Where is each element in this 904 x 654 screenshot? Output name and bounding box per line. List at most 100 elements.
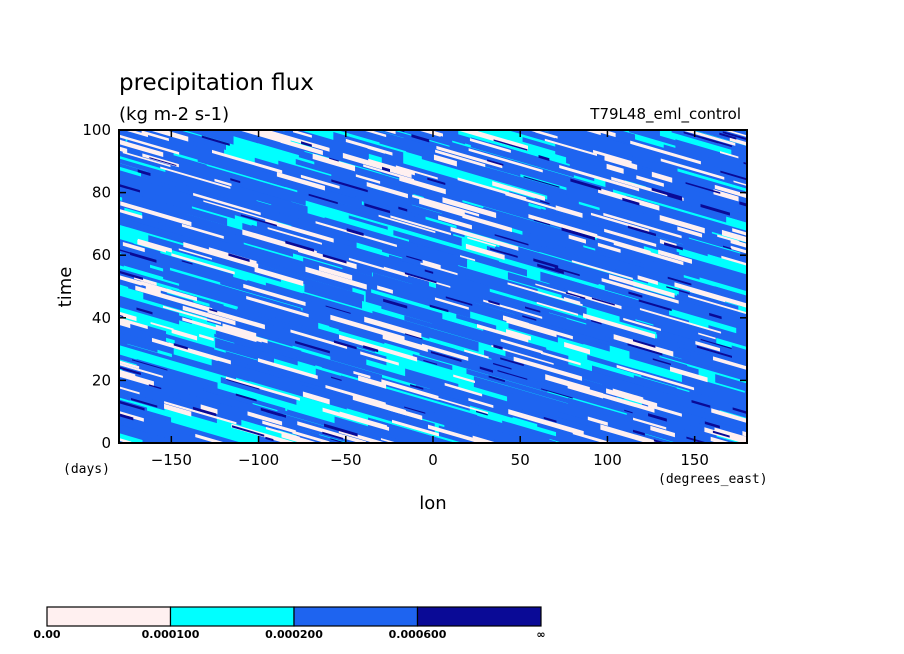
heatmap-cell bbox=[535, 130, 555, 139]
heatmap-cell bbox=[740, 329, 747, 340]
chart-title: precipitation flux bbox=[119, 70, 314, 96]
heatmap-cell bbox=[568, 234, 586, 244]
heatmap-cell bbox=[424, 269, 434, 274]
heatmap-cell bbox=[119, 360, 140, 369]
heatmap-cell bbox=[488, 299, 500, 306]
heatmap-cell bbox=[296, 428, 347, 443]
heatmap-cell bbox=[279, 118, 295, 124]
heatmap-cell bbox=[292, 430, 330, 443]
heatmap-cell bbox=[636, 175, 664, 187]
heatmap-cell bbox=[244, 165, 362, 210]
heatmap-cell bbox=[593, 149, 632, 164]
heatmap-cell bbox=[280, 138, 323, 156]
heatmap-cell bbox=[606, 163, 624, 174]
x-axis: −150 −100 −50 0 50 100 150 bbox=[151, 130, 709, 469]
heatmap-cell bbox=[456, 313, 497, 330]
heatmap-cell bbox=[285, 240, 315, 252]
heatmap-cell bbox=[211, 149, 283, 174]
heatmap-cell bbox=[171, 328, 198, 341]
heatmap-cell bbox=[137, 365, 286, 413]
heatmap-cell bbox=[518, 176, 578, 198]
heatmap-cell bbox=[628, 291, 643, 298]
heatmap-cell bbox=[760, 399, 822, 429]
colorbar-swatch bbox=[416, 606, 542, 627]
heatmap-cell bbox=[230, 178, 241, 184]
heatmap-cell bbox=[276, 171, 325, 191]
heatmap-cell bbox=[331, 376, 342, 381]
heatmap-cell bbox=[420, 262, 458, 276]
heatmap-cell bbox=[757, 171, 830, 203]
heatmap-cell bbox=[777, 403, 820, 424]
heatmap-cell bbox=[257, 358, 318, 380]
heatmap-cell bbox=[772, 236, 780, 241]
heatmap-cell bbox=[508, 409, 584, 437]
heatmap-cell bbox=[559, 164, 640, 192]
heatmap-cell bbox=[716, 448, 732, 457]
heatmap-cell bbox=[312, 153, 356, 172]
heatmap-cell bbox=[429, 304, 449, 313]
heatmap-cell bbox=[756, 129, 783, 138]
heatmap-cell bbox=[720, 170, 747, 181]
colorbar-label: ∞ bbox=[536, 628, 545, 641]
heatmap-cell bbox=[181, 260, 193, 265]
heatmap-cell bbox=[738, 240, 747, 253]
heatmap-cell bbox=[591, 130, 616, 138]
heatmap-cell bbox=[733, 180, 747, 187]
colorbar-label: 0.00 bbox=[33, 628, 60, 641]
heatmap-cell bbox=[348, 257, 409, 278]
heatmap-cell bbox=[381, 130, 396, 135]
heatmap-cell bbox=[460, 255, 476, 262]
heatmap-cell bbox=[179, 279, 319, 331]
heatmap-cell bbox=[225, 376, 300, 401]
heatmap-cell bbox=[696, 345, 732, 358]
heatmap-cell bbox=[740, 250, 747, 257]
heatmap-cell bbox=[14, 143, 106, 173]
colorbar-label: 0.000600 bbox=[389, 628, 447, 641]
heatmap-cell bbox=[220, 376, 297, 405]
heatmap-cell bbox=[630, 140, 701, 165]
heatmap-cell bbox=[141, 130, 169, 142]
heatmap-cell bbox=[494, 234, 529, 246]
heatmap-cell bbox=[199, 190, 356, 243]
heatmap-cell bbox=[753, 130, 770, 137]
heatmap-cell bbox=[266, 409, 281, 417]
heatmap-cell bbox=[609, 274, 675, 298]
heatmap-cell bbox=[44, 180, 88, 200]
heatmap-cell bbox=[324, 423, 358, 437]
heatmap-cell bbox=[119, 326, 154, 340]
heatmap-cell bbox=[533, 219, 551, 226]
heatmap-cell bbox=[412, 281, 490, 307]
heatmap-cell bbox=[769, 386, 823, 410]
heatmap-cell bbox=[591, 319, 602, 325]
heatmap-cell bbox=[389, 406, 423, 421]
heatmap-cell bbox=[132, 376, 299, 436]
heatmap-cell bbox=[523, 176, 560, 188]
heatmap-cell bbox=[442, 197, 497, 219]
heatmap-cell bbox=[265, 436, 274, 442]
heatmap-cell bbox=[382, 166, 390, 172]
heatmap-cell bbox=[711, 408, 747, 423]
heatmap-cell bbox=[119, 270, 144, 281]
heatmap-cell bbox=[491, 345, 554, 365]
heatmap-cell bbox=[131, 398, 158, 408]
heatmap-cell bbox=[722, 131, 747, 141]
heatmap-cell bbox=[368, 158, 415, 176]
heatmap-cell bbox=[691, 400, 711, 408]
heatmap-cell bbox=[535, 283, 580, 299]
heatmap-cell bbox=[355, 174, 381, 184]
heatmap-cell bbox=[258, 433, 292, 443]
heatmap-cell bbox=[322, 431, 344, 440]
heatmap-cell bbox=[544, 138, 598, 157]
heatmap-field bbox=[14, 118, 830, 457]
heatmap-cell bbox=[637, 275, 658, 286]
heatmap-cell bbox=[119, 134, 180, 155]
heatmap-cell bbox=[622, 197, 640, 206]
heatmap-cell bbox=[639, 308, 722, 334]
heatmap-cell bbox=[237, 130, 283, 143]
heatmap-cell bbox=[632, 339, 656, 348]
heatmap-cell bbox=[119, 371, 154, 387]
heatmap-cell bbox=[438, 215, 472, 230]
heatmap-cell bbox=[119, 366, 141, 376]
heatmap-cell bbox=[182, 305, 236, 326]
heatmap-cell bbox=[700, 204, 730, 216]
